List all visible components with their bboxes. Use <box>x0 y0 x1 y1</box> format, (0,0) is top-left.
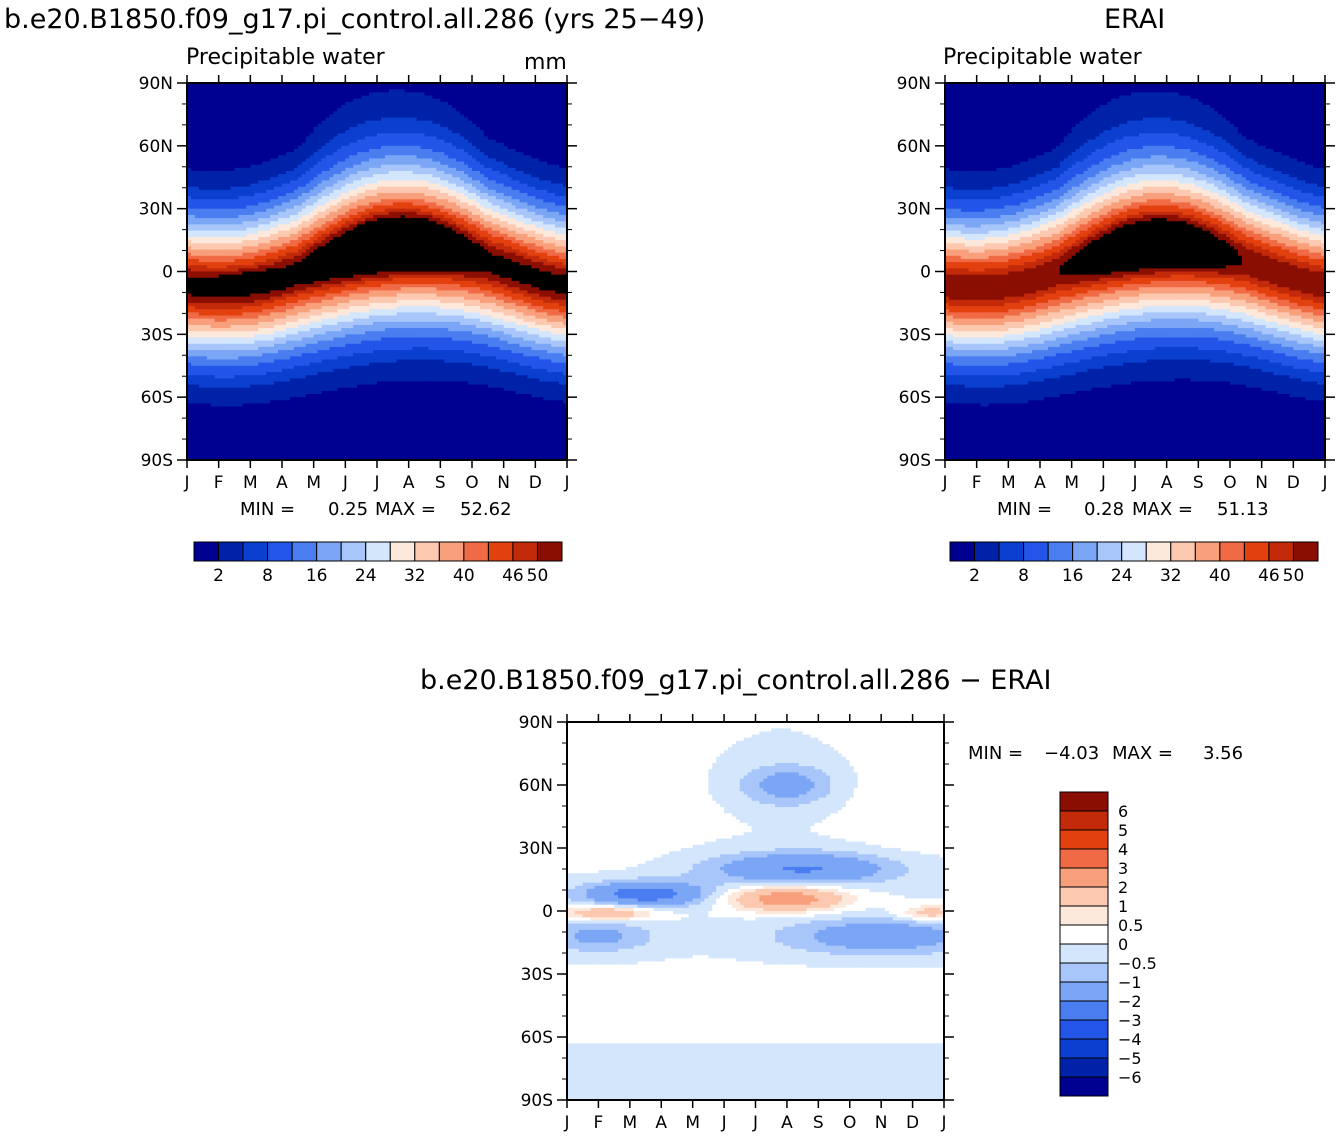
model-field <box>187 83 568 461</box>
